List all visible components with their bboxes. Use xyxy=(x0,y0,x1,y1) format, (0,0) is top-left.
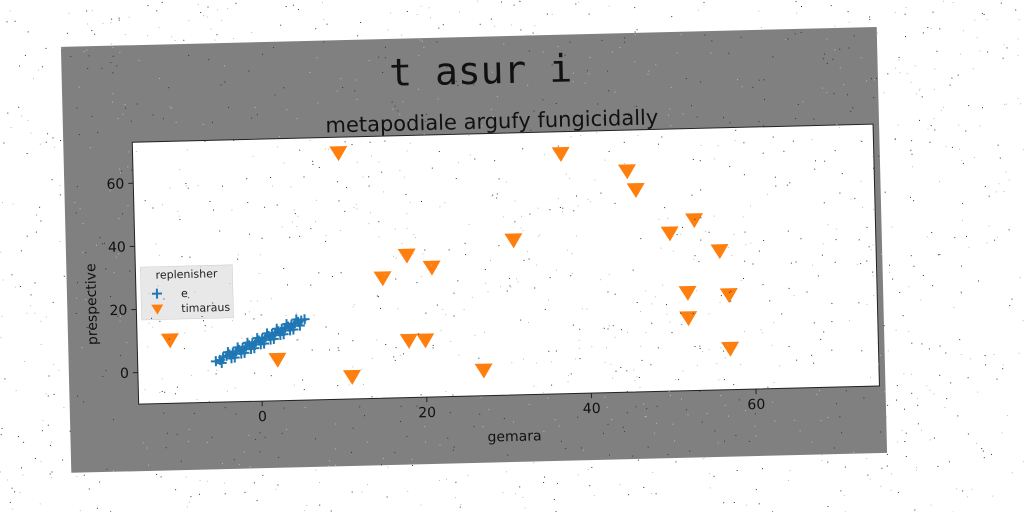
data-point-e xyxy=(242,337,253,348)
data-point-timaraus xyxy=(721,341,740,357)
legend-label-timaraus: timaraus xyxy=(181,301,230,315)
data-point-e xyxy=(258,338,270,349)
data-point-e xyxy=(281,319,292,330)
legend-title: replenisher xyxy=(155,267,218,282)
y-axis-label: prespective xyxy=(83,263,101,345)
data-point-timaraus xyxy=(660,226,679,242)
data-point-timaraus xyxy=(416,333,435,349)
legend-marker-timaraus xyxy=(151,304,164,315)
data-point-timaraus xyxy=(474,363,493,379)
data-point-e xyxy=(216,357,227,368)
data-point-e xyxy=(262,328,273,339)
x-tick-label: 20 xyxy=(418,405,436,421)
data-point-e xyxy=(232,342,243,353)
data-point-timaraus xyxy=(551,146,570,162)
x-tick-label: 40 xyxy=(583,401,601,417)
legend-marker-e xyxy=(151,288,162,299)
data-point-timaraus xyxy=(617,164,636,180)
y-tick-label: 40 xyxy=(108,240,126,256)
data-point-e xyxy=(229,352,240,363)
data-point-e xyxy=(239,347,250,358)
data-point-timaraus xyxy=(329,146,348,162)
axis-ticks: 0 20 40 60 0 20 40 60 xyxy=(106,176,765,425)
data-point-e xyxy=(222,347,234,358)
data-point-e xyxy=(288,324,299,335)
data-point-e xyxy=(268,333,279,344)
data-point-e xyxy=(278,329,289,340)
y-tick-label: 0 xyxy=(120,366,129,382)
data-point-e xyxy=(271,323,282,334)
x-tick-label: 60 xyxy=(747,397,765,413)
data-point-e xyxy=(291,314,302,325)
rotated-figure: t asur i metapodiale argufy fungicidally… xyxy=(60,26,888,473)
data-point-timaraus xyxy=(422,260,441,276)
series-timaraus xyxy=(160,146,740,385)
legend-box xyxy=(140,264,234,321)
plot-area xyxy=(131,123,880,405)
x-tick-label: 0 xyxy=(258,409,267,425)
data-point-timaraus xyxy=(678,285,697,301)
data-marks xyxy=(160,146,740,385)
data-point-timaraus xyxy=(268,352,287,368)
y-tick-label: 20 xyxy=(109,303,127,319)
data-point-e xyxy=(249,343,260,354)
data-point-e xyxy=(252,333,263,344)
data-point-timaraus xyxy=(373,271,392,287)
data-point-timaraus xyxy=(342,369,361,385)
data-point-timaraus xyxy=(399,333,418,349)
data-point-e xyxy=(294,320,305,331)
legend-label-e: e xyxy=(181,287,188,300)
data-point-timaraus xyxy=(710,244,729,260)
data-point-timaraus xyxy=(626,182,645,199)
data-point-timaraus xyxy=(504,233,523,249)
data-point-timaraus xyxy=(685,213,704,229)
x-axis-label: gemara xyxy=(487,428,541,445)
y-tick-label: 60 xyxy=(106,176,124,192)
data-point-timaraus xyxy=(679,311,698,327)
legend: replenisher e timaraus xyxy=(140,264,234,321)
data-point-timaraus xyxy=(397,248,416,264)
chart-title: t asur i xyxy=(389,46,573,94)
data-point-timaraus xyxy=(719,288,738,304)
series-e xyxy=(210,314,310,368)
data-point-timaraus xyxy=(160,333,179,349)
